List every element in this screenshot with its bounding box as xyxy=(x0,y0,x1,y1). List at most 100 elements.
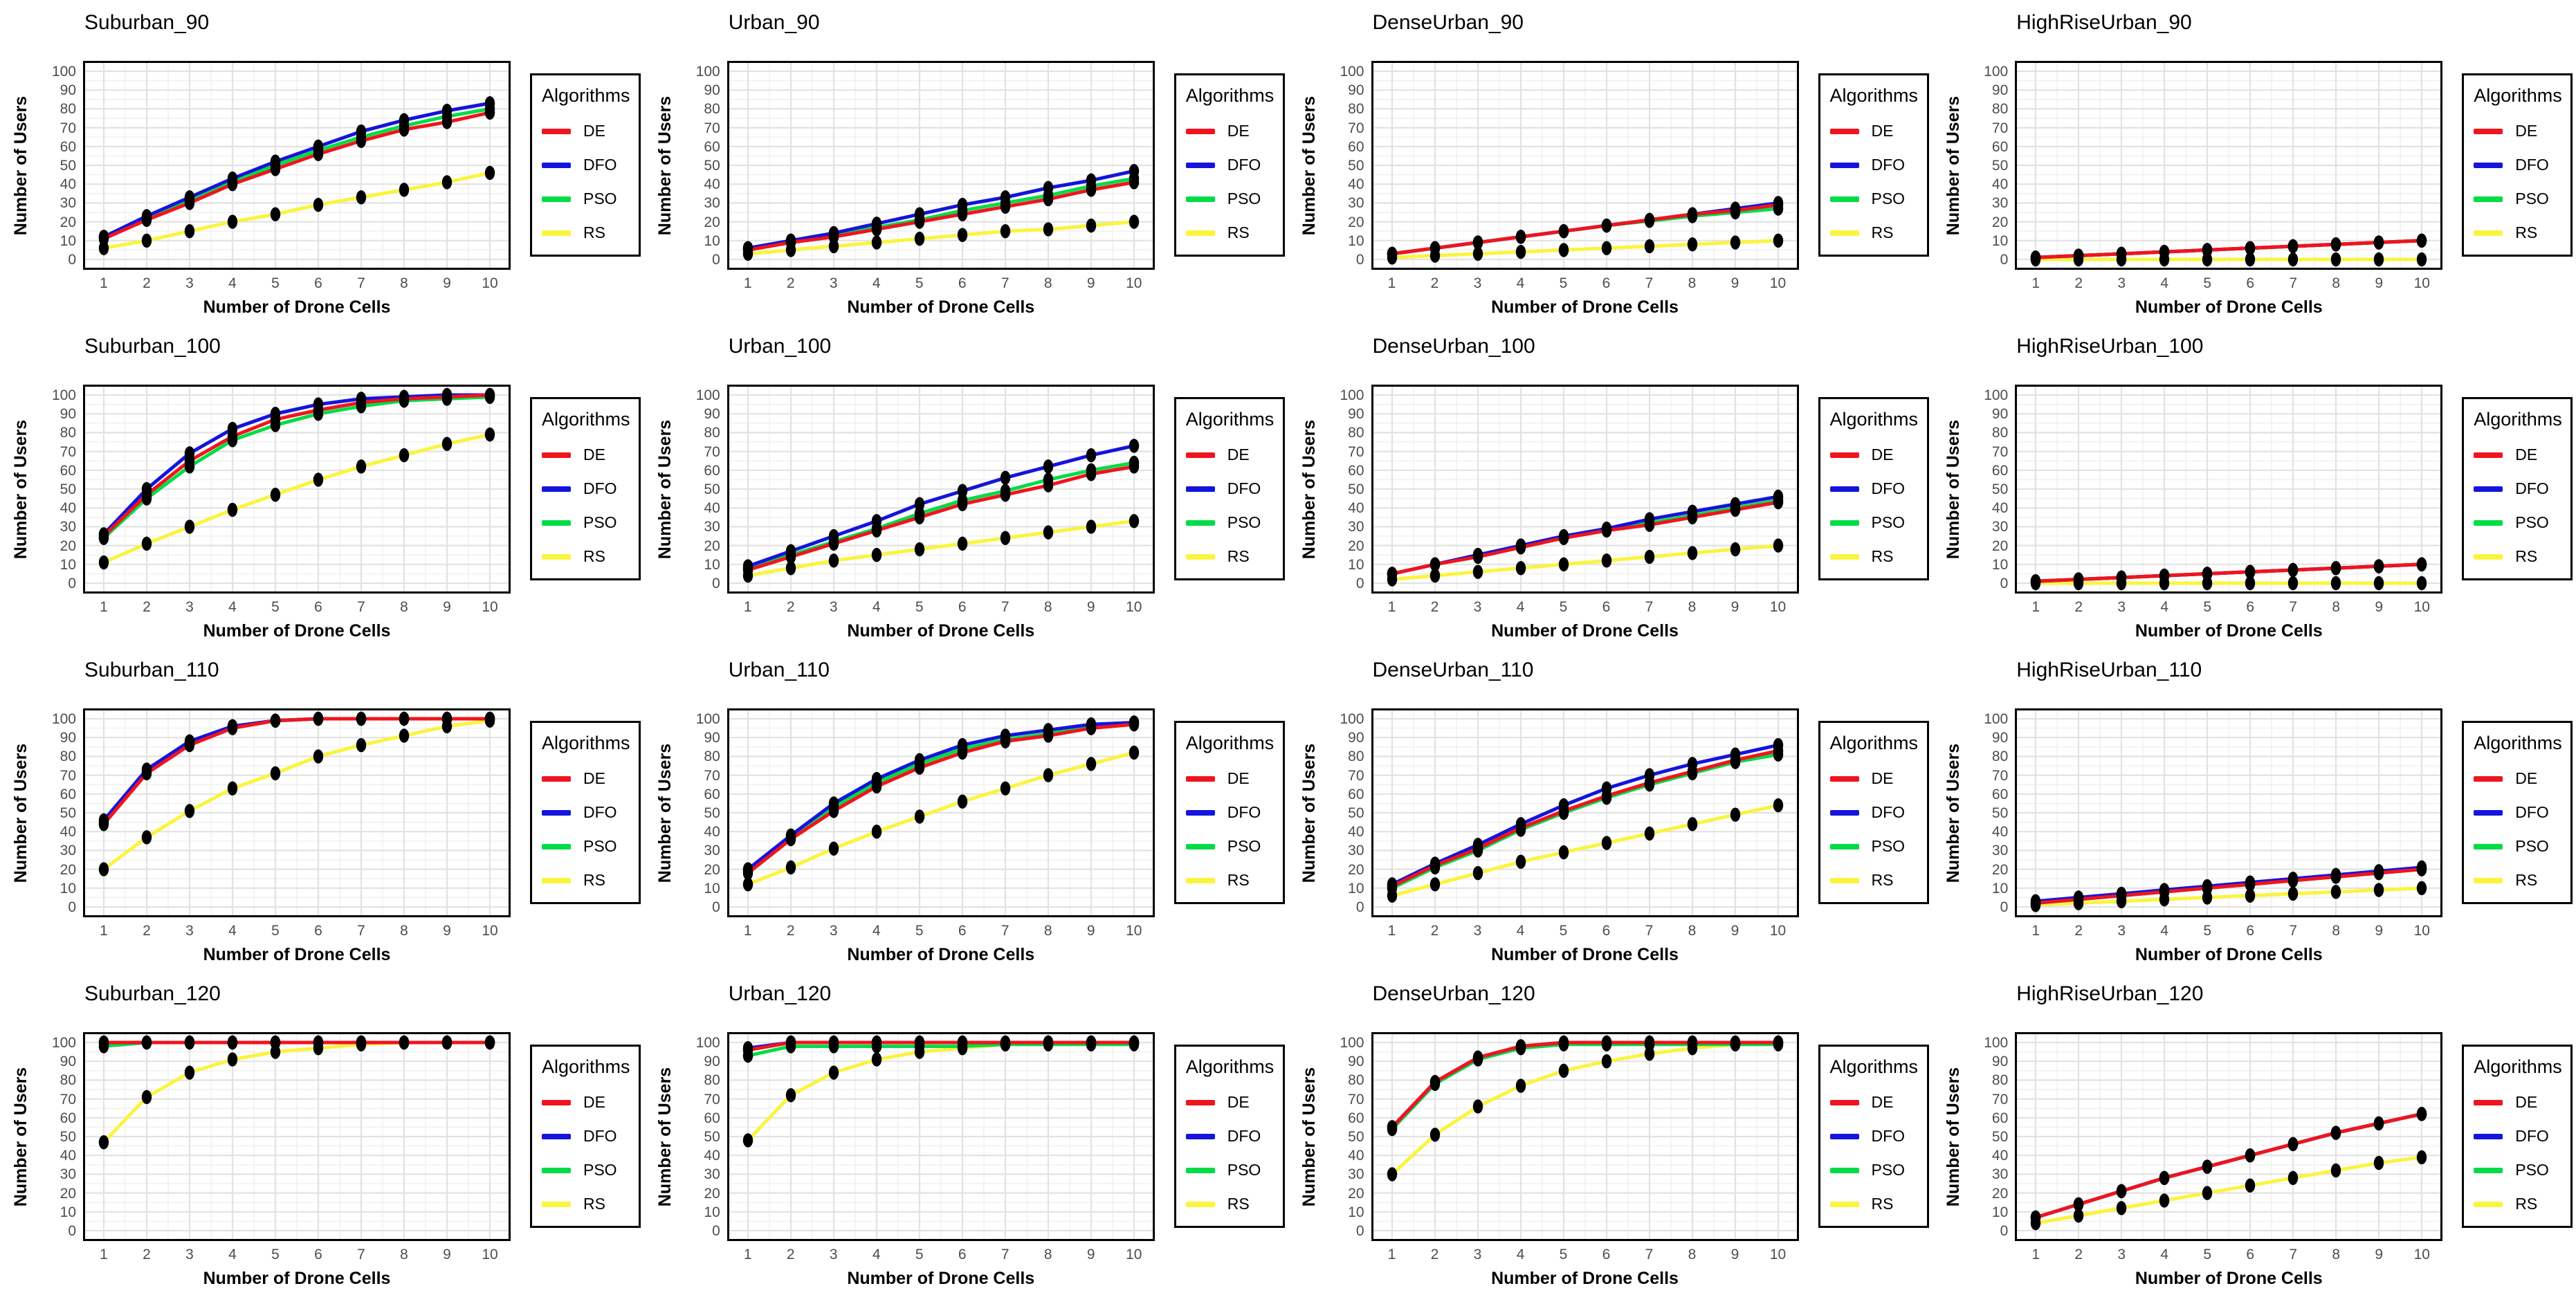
data-point-DE xyxy=(2159,885,2170,899)
data-point-DE xyxy=(441,389,453,404)
data-point-DE xyxy=(2202,881,2213,895)
data-point-DE xyxy=(270,713,281,728)
legend-label: RS xyxy=(2515,871,2538,889)
data-point-RS xyxy=(914,809,924,824)
data-point-RS xyxy=(1730,235,1740,250)
data-point-RS xyxy=(1129,514,1139,529)
y-tick-label: 50 xyxy=(704,805,720,821)
x-tick-label: 3 xyxy=(829,1247,838,1262)
y-tick-label: 40 xyxy=(60,1148,76,1164)
x-tick-label: 5 xyxy=(2203,923,2212,939)
y-tick-label: 80 xyxy=(1991,101,2009,118)
data-point-DE xyxy=(1129,459,1139,474)
data-point-RS xyxy=(2374,252,2384,267)
x-tick-label: 10 xyxy=(2413,923,2430,939)
legend-item-PSO: PSO xyxy=(542,1161,639,1179)
legend-label: DFO xyxy=(1227,479,1261,497)
legend-swatch-DE xyxy=(1185,775,1215,782)
y-tick-label: 10 xyxy=(704,556,720,573)
y-tick-label: 10 xyxy=(1991,880,2009,897)
y-tick-label: 40 xyxy=(1991,824,2009,841)
legend-swatch-DE xyxy=(1185,1099,1215,1105)
legend-title: Algorithms xyxy=(1185,409,1275,430)
data-point-DE xyxy=(184,737,195,753)
y-tick-label: 60 xyxy=(1348,462,1364,479)
series-line-RS xyxy=(102,719,491,871)
legend-box: Algorithms DE DFO PSO RS xyxy=(1818,73,1929,257)
data-point-DE xyxy=(141,1035,152,1050)
data-point-DE xyxy=(1387,246,1397,261)
data-point-DE xyxy=(1644,212,1654,228)
legend-item-DE: DE xyxy=(542,122,639,140)
legend-item-DFO: DFO xyxy=(1185,156,1283,174)
x-tick-label: 9 xyxy=(443,275,451,291)
x-tick-label: 6 xyxy=(2246,923,2255,939)
y-tick-label: 100 xyxy=(1340,711,1364,727)
x-tick-label: 2 xyxy=(143,923,151,939)
x-tick-label: 1 xyxy=(100,1247,108,1262)
data-point-RS xyxy=(1730,807,1740,822)
data-point-DE xyxy=(871,1035,881,1050)
y-tick-label: 50 xyxy=(1348,805,1364,821)
series-line-RS xyxy=(1391,544,1778,582)
data-point-DE xyxy=(785,1035,796,1050)
legend-item-RS: RS xyxy=(1829,871,1927,890)
data-point-DE xyxy=(2288,873,2299,888)
legend-label: DE xyxy=(1871,769,1894,787)
data-point-DE xyxy=(1000,1035,1010,1050)
legend-label: DE xyxy=(1227,446,1250,463)
y-tick-label: 0 xyxy=(2000,252,2009,268)
chart-Suburban_100: Suburban_100 Number of Users 0 10 20 30 40 50 60… xyxy=(0,324,644,648)
series-line-DE xyxy=(102,393,491,538)
y-tick-label: 20 xyxy=(704,861,720,878)
series-line-DE xyxy=(747,464,1135,572)
y-tick-label: 0 xyxy=(68,1223,76,1239)
data-point-DE xyxy=(1129,1035,1139,1050)
x-tick-label: 8 xyxy=(1688,599,1697,615)
plot-panel xyxy=(83,385,511,597)
y-tick-label: 20 xyxy=(1348,861,1364,878)
series-line-DE xyxy=(2036,562,2422,583)
x-tick-label: 5 xyxy=(1559,923,1568,939)
legend-item-RS: RS xyxy=(2474,871,2570,890)
data-point-RS xyxy=(1730,542,1740,557)
legend-label: DE xyxy=(1871,446,1894,463)
legend-item-PSO: PSO xyxy=(542,190,639,208)
legend-swatch-DFO xyxy=(2474,1133,2503,1139)
data-point-RS xyxy=(871,548,881,562)
data-point-RS xyxy=(141,830,152,845)
data-point-RS xyxy=(1515,854,1526,869)
legend-title: Algorithms xyxy=(542,1056,630,1077)
legend-swatch-DE xyxy=(542,452,571,458)
chart-DenseUrban_110: DenseUrban_110 Number of Users 0 10 20 30 40 50… xyxy=(1288,648,1933,971)
y-tick-label: 70 xyxy=(1348,767,1364,784)
y-tick-label: 50 xyxy=(1991,481,2009,497)
legend-box: Algorithms DE DFO PSO RS xyxy=(1818,397,1929,580)
legend-swatch-DFO xyxy=(1829,1133,1859,1139)
data-point-DE xyxy=(2202,243,2213,257)
data-point-RS xyxy=(313,749,324,764)
x-tick-label: 8 xyxy=(2332,275,2341,291)
legend-label: DFO xyxy=(1871,1127,1906,1145)
data-point-DE xyxy=(2331,1126,2341,1140)
y-tick-label: 80 xyxy=(1348,1072,1364,1089)
y-tick-label: 100 xyxy=(51,387,76,403)
series-line-PSO xyxy=(747,1043,1134,1058)
data-point-DE xyxy=(1429,858,1440,873)
y-tick-label: 0 xyxy=(2000,1223,2009,1239)
legend-title: Algorithms xyxy=(2474,1056,2562,1077)
x-tick-label: 9 xyxy=(2375,1247,2384,1262)
data-point-DE xyxy=(2074,572,2084,587)
data-point-RS xyxy=(184,1065,195,1080)
legend-box: Algorithms DE DFO PSO RS xyxy=(530,1045,641,1228)
data-point-RS xyxy=(914,542,924,557)
chart-Urban_100: Urban_100 Number of Users 0 10 20 30 40 50 60 70 8… xyxy=(644,324,1288,648)
y-tick-label: 0 xyxy=(68,252,76,268)
x-tick-label: 8 xyxy=(2332,1247,2341,1262)
legend-swatch-PSO xyxy=(542,196,571,202)
legend-item-PSO: PSO xyxy=(2474,837,2570,856)
legend-swatch-RS xyxy=(1829,877,1859,883)
data-point-RS xyxy=(184,520,195,534)
legend-label: PSO xyxy=(583,190,617,208)
y-tick-label: 60 xyxy=(1991,138,2009,155)
